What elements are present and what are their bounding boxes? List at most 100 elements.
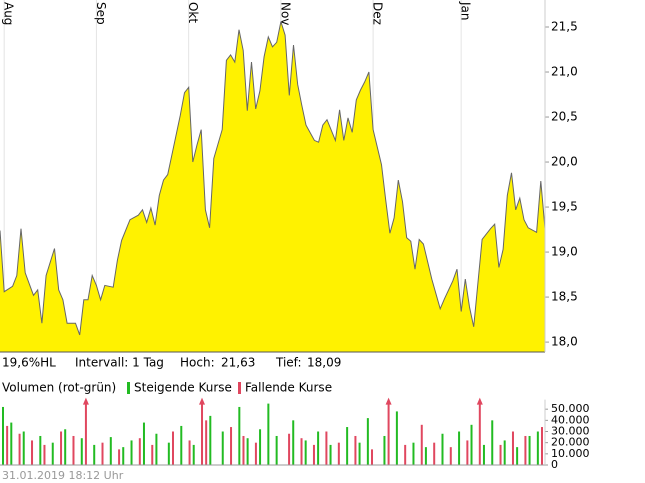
y-tick-label: 19,0: [551, 245, 578, 259]
high-value: 21,63: [221, 356, 255, 370]
volume-bar: [142, 422, 145, 465]
volume-bar: [31, 440, 34, 465]
high-label: Hoch:: [180, 356, 215, 370]
volume-bar: [10, 422, 13, 465]
volume-bar: [288, 433, 291, 465]
volume-bar: [51, 442, 54, 465]
volume-bar: [536, 431, 539, 465]
volume-bar: [458, 431, 461, 465]
price-line: [0, 21, 546, 336]
volume-bar: [366, 418, 369, 465]
volume-bar: [516, 447, 519, 465]
y-tick-label: 40.000: [551, 413, 590, 426]
volume-bar: [412, 442, 415, 465]
y-tick-label: 10.000: [551, 447, 590, 460]
volume-bar: [130, 440, 133, 465]
y-tick-label: 19,5: [551, 200, 578, 214]
volume-bar: [346, 427, 349, 465]
overflow-arrow: [476, 397, 483, 405]
overflow-arrow: [82, 397, 89, 405]
volume-bar: [491, 420, 494, 465]
volume-bar: [254, 442, 257, 465]
y-tick-label: 18,0: [551, 335, 578, 349]
volume-bar: [441, 433, 444, 465]
volume-bar: [354, 435, 357, 465]
volume-bar: [192, 444, 195, 465]
volume-bar: [503, 440, 506, 465]
volume-bar: [43, 444, 46, 465]
range-stat: 19,6%HL: [2, 356, 56, 370]
volume-bar: [259, 429, 262, 465]
volume-bar: [267, 403, 270, 465]
volume-bar: [395, 411, 398, 465]
volume-bar: [524, 435, 527, 465]
volume-bar: [84, 403, 87, 465]
volume-bar: [387, 403, 390, 465]
y-tick-label: 30.000: [551, 425, 590, 438]
volume-bar: [312, 444, 315, 465]
low-label: Tief:: [275, 356, 302, 370]
timestamp: 31.01.2019 18:12 Uhr: [2, 469, 124, 482]
volume-bar: [201, 403, 204, 465]
y-tick-label: 0: [551, 458, 558, 471]
volume-bar: [230, 427, 233, 465]
volume-bar: [64, 429, 67, 465]
x-tick-label: Okt: [186, 2, 200, 23]
volume-bar: [118, 449, 121, 465]
legend-swatch: [127, 382, 130, 394]
volume-bar: [404, 444, 407, 465]
legend-label: Steigende Kurse: [134, 381, 232, 395]
volume-bar: [528, 435, 531, 465]
volume-bar: [180, 425, 183, 465]
volume-bar: [499, 444, 502, 465]
volume-bar: [246, 438, 249, 465]
volume-bar: [275, 435, 278, 465]
price-area: [0, 21, 545, 352]
interval: Intervall: 1 Tag: [75, 356, 164, 370]
volume-bar: [221, 431, 224, 465]
y-tick-label: 20,0: [551, 155, 578, 169]
y-tick-label: 21,0: [551, 65, 578, 79]
volume-bar: [449, 447, 452, 465]
volume-bar: [22, 431, 25, 465]
volume-bar: [18, 433, 21, 465]
volume-bar: [482, 444, 485, 465]
volume-bar: [292, 420, 295, 465]
volume-bar: [171, 431, 174, 465]
volume-bar: [238, 406, 241, 465]
x-tick-label: Jan: [459, 1, 473, 21]
legend-swatch: [238, 382, 241, 394]
y-tick-label: 50.000: [551, 402, 590, 415]
volume-bar: [167, 442, 170, 465]
volume-bar: [151, 444, 154, 465]
volume-title: Volumen (rot-grün): [2, 381, 116, 395]
volume-bar: [304, 440, 307, 465]
volume-bar: [155, 433, 158, 465]
legend-label: Fallende Kurse: [245, 381, 332, 395]
volume-bar: [317, 431, 320, 465]
volume-bar: [39, 435, 42, 465]
volume-bar: [93, 444, 96, 465]
volume-bar: [424, 447, 427, 465]
x-tick-label: Sep: [94, 2, 108, 25]
y-tick-label: 21,5: [551, 20, 578, 34]
volume-bar: [329, 444, 332, 465]
volume-bar: [6, 425, 9, 465]
x-tick-label: Nov: [278, 2, 292, 25]
volume-bar: [122, 447, 125, 465]
volume-bar: [205, 420, 208, 465]
volume-bar: [478, 403, 481, 465]
volume-bar: [109, 437, 112, 465]
x-tick-label: Dez: [371, 2, 385, 25]
volume-bar: [433, 442, 436, 465]
volume-bar: [325, 431, 328, 465]
volume-bar: [138, 438, 141, 465]
volume-bar: [541, 427, 543, 465]
volume-bar: [358, 442, 361, 465]
volume-bar: [383, 435, 386, 465]
volume-bar: [420, 424, 423, 465]
volume-bar: [188, 440, 191, 465]
volume-bar: [209, 415, 212, 465]
volume-bar: [72, 435, 75, 465]
